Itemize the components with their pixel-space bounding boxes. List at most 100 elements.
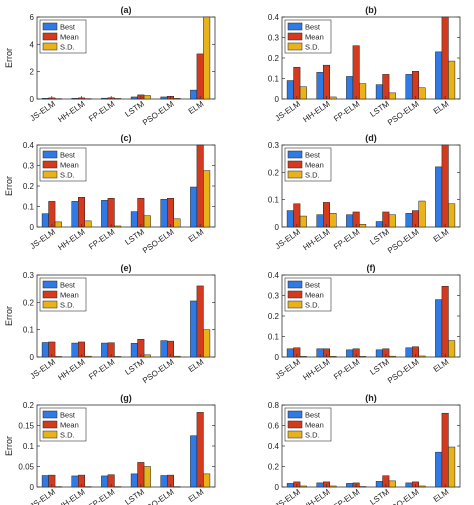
y-tick-label: 0.1 — [23, 203, 35, 212]
bar-best — [375, 221, 383, 228]
bar-best — [41, 213, 49, 228]
chart-panel-5: (f)00.10.20.30.4JS-ELM HH-ELM FP-ELM LSTMPS… — [268, 263, 461, 385]
bar-mean — [441, 16, 449, 100]
y-tick-label: 0 — [275, 223, 280, 232]
bar-mean — [48, 201, 56, 228]
bar-sd — [359, 486, 367, 488]
bar-best — [346, 483, 354, 488]
chart-title: (a) — [121, 5, 132, 15]
legend-label: Mean — [60, 33, 79, 42]
x-tick-label: ELM — [187, 357, 206, 374]
legend-swatch — [42, 290, 58, 299]
bar-best — [286, 348, 294, 358]
bar-sd — [329, 96, 337, 100]
x-tick-label: HH-ELM — [301, 99, 332, 124]
bar-best — [286, 80, 294, 100]
bar-best — [190, 300, 198, 358]
legend-swatch — [42, 300, 58, 309]
bar-sd — [54, 486, 62, 488]
bar-best — [375, 349, 383, 358]
y-tick-label: 0.3 — [23, 271, 35, 280]
y-tick-label: 0.4 — [268, 271, 280, 280]
y-tick-label: 0.2 — [268, 312, 280, 321]
x-tick-label: PSO-ELM — [141, 487, 176, 505]
x-tick-label: LSTM — [368, 99, 391, 119]
bar-sd — [299, 356, 307, 358]
chart-title: (g) — [120, 393, 132, 403]
bar-sd — [448, 203, 456, 228]
bar-mean — [167, 198, 174, 228]
bar-sd — [114, 486, 122, 488]
bar-sd — [203, 170, 211, 228]
legend-label: S.D. — [60, 301, 75, 310]
bar-best — [316, 348, 324, 358]
x-tick-label: FP-ELM — [332, 99, 361, 123]
bar-sd — [418, 355, 426, 358]
legend-label: Mean — [305, 161, 324, 170]
legend-swatch — [287, 22, 303, 31]
bar-sd — [359, 83, 367, 100]
legend-swatch — [287, 410, 303, 419]
legend-swatch — [42, 32, 58, 41]
bar-mean — [441, 286, 449, 358]
bar-mean — [323, 202, 330, 228]
bar-sd — [329, 485, 337, 488]
x-tick-label: PSO-ELM — [141, 99, 176, 127]
bar-best — [316, 482, 324, 488]
bar-mean — [196, 412, 204, 488]
legend-swatch — [42, 430, 58, 439]
bar-sd — [299, 485, 307, 488]
x-tick-label: PSO-ELM — [386, 227, 421, 255]
legend-swatch — [287, 42, 303, 51]
bar-best — [346, 76, 354, 100]
bar-best — [316, 214, 324, 228]
bar-best — [160, 340, 168, 358]
bar-sd — [359, 224, 367, 228]
y-axis-label: Error — [4, 436, 14, 456]
chart-title: (f) — [367, 263, 376, 273]
x-tick-label: HH-ELM — [56, 487, 87, 505]
bar-best — [190, 186, 198, 228]
legend-label: Mean — [60, 161, 79, 170]
bar-sd — [418, 485, 426, 488]
x-tick-label: LSTM — [368, 227, 391, 247]
bar-best — [346, 349, 354, 358]
legend-label: Best — [305, 281, 321, 290]
y-tick-label: 0.2 — [268, 168, 280, 177]
legend-swatch — [287, 430, 303, 439]
bar-sd — [143, 466, 151, 488]
bar-best — [130, 473, 138, 488]
bar-best — [160, 199, 168, 228]
y-tick-label: 0.3 — [268, 34, 280, 43]
y-tick-label: 0.2 — [23, 182, 35, 191]
y-tick-label: 6 — [30, 13, 35, 22]
bar-mean — [196, 144, 204, 228]
y-tick-label: 0.3 — [268, 292, 280, 301]
y-tick-label: 4 — [30, 40, 35, 49]
bar-mean — [412, 71, 419, 100]
bar-best — [71, 342, 79, 358]
legend-label: Mean — [305, 291, 324, 300]
x-tick-label: FP-ELM — [332, 487, 361, 505]
y-axis-label: Error — [4, 48, 14, 68]
x-tick-label: PSO-ELM — [141, 357, 176, 385]
y-axis-label: Error — [4, 176, 14, 196]
legend-label: Mean — [305, 421, 324, 430]
bar-mean — [196, 53, 204, 100]
bar-sd — [299, 86, 307, 100]
y-tick-label: 0.2 — [23, 298, 35, 307]
bar-sd — [84, 98, 92, 100]
x-tick-label: FP-ELM — [87, 487, 116, 505]
y-tick-label: 0.3 — [268, 141, 280, 150]
legend-label: Best — [305, 23, 321, 32]
bar-sd — [114, 356, 122, 358]
y-tick-label: 0 — [30, 95, 35, 104]
y-tick-label: 0.1 — [268, 333, 280, 342]
bar-sd — [173, 355, 181, 358]
bar-best — [101, 97, 109, 100]
bar-sd — [114, 225, 122, 228]
